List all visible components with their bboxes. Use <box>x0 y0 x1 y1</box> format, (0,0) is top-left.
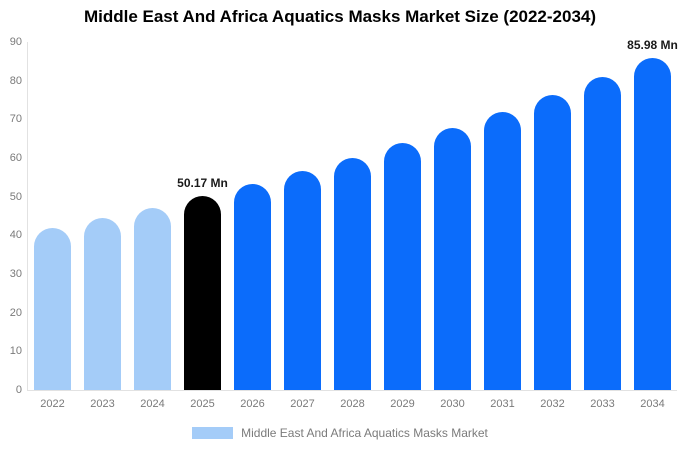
bar-2033 <box>584 76 621 390</box>
x-tick-label: 2022 <box>40 398 65 410</box>
plot-area: 50.17 Mn 85.98 Mn <box>27 38 678 391</box>
y-tick-label: 90 <box>9 36 22 48</box>
y-tick-label: 0 <box>15 384 22 396</box>
bar-2024 <box>134 207 171 390</box>
bar-2030 <box>434 128 471 390</box>
x-tick-label: 2029 <box>390 398 415 410</box>
bar-2023 <box>84 217 121 390</box>
x-tick-label: 2034 <box>640 398 665 410</box>
y-tick-label: 20 <box>9 306 22 319</box>
bar-2027 <box>284 171 321 390</box>
x-tick-label: 2023 <box>90 398 115 410</box>
bar-2031 <box>484 112 521 390</box>
y-tick-label: 60 <box>9 152 22 164</box>
bar-2029 <box>384 143 421 390</box>
bar-2025 <box>184 196 221 390</box>
bar-value-label-2025: 50.17 Mn <box>177 176 228 190</box>
bar-2034 <box>634 57 671 390</box>
chart-title: Middle East And Africa Aquatics Masks Ma… <box>83 7 597 26</box>
legend-label: Middle East And Africa Aquatics Masks Ma… <box>241 426 488 440</box>
bar-2022 <box>34 228 71 390</box>
legend: Middle East And Africa Aquatics Masks Ma… <box>0 426 680 440</box>
x-tick-label: 2031 <box>490 398 515 410</box>
x-tick-label: 2028 <box>340 398 365 410</box>
y-tick-label: 70 <box>9 113 22 126</box>
bar-2026 <box>234 183 271 390</box>
x-tick-label: 2033 <box>590 398 615 410</box>
x-tick-label: 2025 <box>190 398 215 410</box>
y-tick-label: 30 <box>9 268 22 280</box>
y-tick-label: 10 <box>9 345 22 358</box>
bar-2032 <box>534 95 571 390</box>
legend-swatch <box>192 427 234 439</box>
x-tick-label: 2026 <box>240 398 265 410</box>
x-tick-label: 2024 <box>140 398 165 410</box>
x-tick-label: 2032 <box>540 398 565 410</box>
x-tick-label: 2027 <box>290 398 315 410</box>
y-tick-label: 40 <box>9 229 22 242</box>
y-tick-label: 80 <box>9 74 22 87</box>
bar-value-label-2034: 85.98 Mn <box>627 37 678 52</box>
y-tick-label: 50 <box>9 190 22 203</box>
bar-2028 <box>334 157 371 390</box>
x-tick-label: 2030 <box>440 398 465 410</box>
